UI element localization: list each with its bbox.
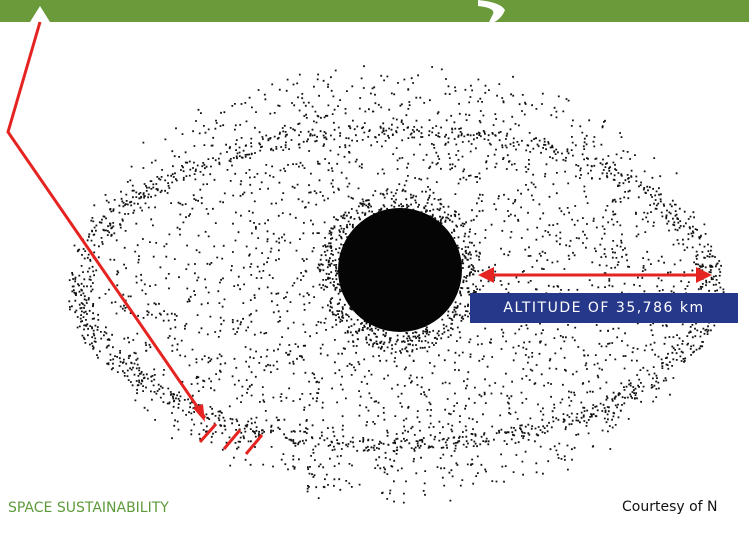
header-bar: [0, 0, 749, 22]
title-glyph-fragment: [478, 0, 505, 24]
footer-title: SPACE SUSTAINABILITY: [8, 500, 169, 516]
pointer-arrowhead: [193, 404, 205, 422]
image-credit: Courtesy of N: [622, 499, 718, 515]
altitude-label: ALTITUDE OF 35,786 km: [470, 293, 738, 323]
header-notch: [30, 6, 50, 22]
pointer-line: [6, 21, 207, 419]
earth: [338, 208, 462, 332]
debris-marks: [198, 423, 264, 455]
altitude-arrow: [478, 267, 712, 283]
